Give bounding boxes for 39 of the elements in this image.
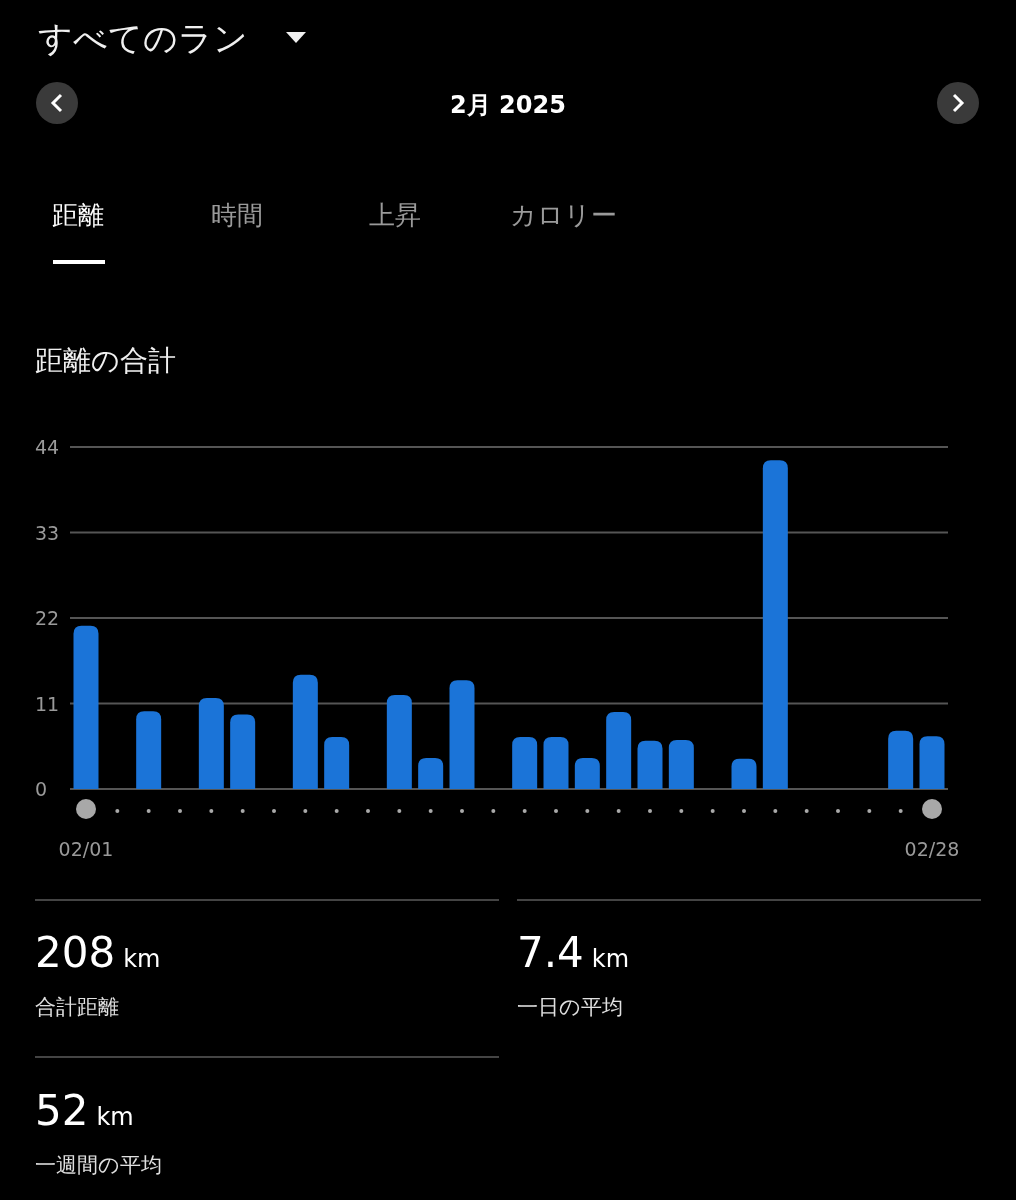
bar	[731, 758, 757, 789]
text: 時間	[211, 200, 263, 230]
bar	[606, 712, 632, 789]
bar	[418, 757, 444, 789]
text: 上昇	[369, 200, 421, 230]
bar	[449, 680, 475, 789]
text: 2月 2025	[450, 91, 566, 119]
bar	[888, 730, 914, 789]
bar	[136, 711, 162, 789]
text: 一日の平均	[517, 995, 623, 1019]
text: すべてのラン	[38, 18, 248, 58]
text: 合計距離	[35, 995, 119, 1019]
bar	[543, 736, 569, 789]
chart-title: 距離の合計	[35, 344, 176, 377]
bar	[73, 625, 99, 789]
text: カロリー	[510, 200, 617, 230]
bar	[512, 736, 538, 789]
bar	[386, 694, 412, 789]
text: 52 km	[35, 1086, 134, 1135]
y-tick-label: 22	[35, 607, 60, 629]
y-tick-label: 33	[35, 521, 60, 544]
y-tick-label: 11	[35, 692, 60, 715]
text: 距離	[52, 200, 104, 230]
bar	[668, 740, 694, 789]
y-tick-label: 0	[35, 778, 48, 800]
text: 一週間の平均	[35, 1153, 162, 1177]
bar	[919, 736, 945, 789]
text: 208 km	[35, 928, 161, 977]
bar	[324, 736, 350, 789]
bar	[292, 674, 318, 789]
text: 7.4 km	[517, 928, 630, 977]
bar	[762, 460, 788, 789]
bar	[637, 740, 663, 789]
x-tick-label: 02/28	[904, 838, 960, 860]
bar	[574, 757, 600, 789]
bar	[198, 698, 224, 789]
bar	[230, 714, 256, 789]
x-tick-label: 02/01	[58, 838, 114, 860]
y-tick-label: 44	[35, 436, 60, 458]
